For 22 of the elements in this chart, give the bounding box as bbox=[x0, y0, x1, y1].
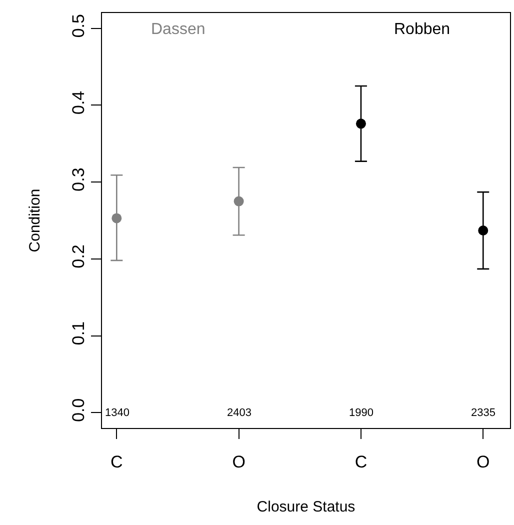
annotation: 1340 bbox=[105, 407, 130, 419]
point bbox=[478, 225, 488, 236]
annotation: 2335 bbox=[471, 407, 496, 419]
text: Robben bbox=[394, 21, 450, 38]
point bbox=[356, 118, 366, 129]
x-tick-label: C bbox=[110, 452, 123, 472]
annotation: 2403 bbox=[227, 407, 252, 419]
x-tick-label: C bbox=[354, 452, 368, 472]
point bbox=[112, 213, 122, 224]
y-tick-label: 0.4 bbox=[69, 90, 88, 114]
y-tick-label: 0.1 bbox=[69, 321, 88, 346]
y-tick-label: 0.5 bbox=[69, 14, 88, 38]
x-tick-label: O bbox=[232, 452, 246, 472]
x-axis-title: Closure Status bbox=[256, 498, 356, 516]
y-tick-label: 0.2 bbox=[69, 244, 88, 268]
y-tick-label: 0.3 bbox=[69, 168, 88, 192]
annotation: 1990 bbox=[349, 407, 374, 419]
x-tick-label: O bbox=[476, 452, 490, 472]
y-axis-title: Condition bbox=[26, 188, 44, 252]
y-tick-label: 0.0 bbox=[69, 398, 88, 422]
text: Dassen bbox=[151, 21, 206, 38]
point bbox=[234, 196, 244, 206]
